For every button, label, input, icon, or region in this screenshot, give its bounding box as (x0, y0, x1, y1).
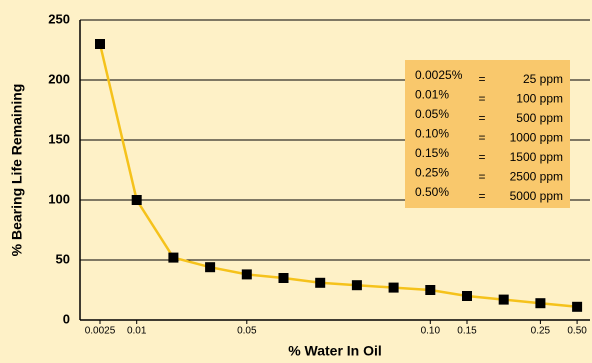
x-tick-label: 0.15 (457, 326, 477, 337)
y-tick-label: 200 (48, 71, 70, 86)
x-tick-label: 0.01 (127, 326, 147, 337)
y-tick-label: 50 (56, 251, 70, 266)
legend-label: 0.15% (415, 146, 449, 160)
marker (168, 252, 179, 263)
marker (535, 298, 546, 309)
marker (95, 39, 105, 49)
x-tick-label: 0.25 (531, 326, 551, 337)
marker (131, 195, 142, 205)
marker (351, 280, 362, 291)
marker (278, 273, 289, 283)
marker (205, 262, 216, 273)
y-tick-label: 100 (48, 191, 70, 206)
line (98, 43, 578, 309)
y-tick-label: 150 (48, 131, 70, 146)
x-tick-label: 0.10 (421, 326, 441, 337)
legend-ppm: 1500 ppm (510, 150, 563, 164)
marker (388, 282, 399, 293)
legend-label: 0.05% (415, 107, 449, 121)
y-axis-title: % Bearing Life Remaining (9, 84, 25, 257)
legend-label: 0.50% (415, 185, 449, 199)
legend-label: 0.25% (415, 166, 449, 180)
x-axis-title: % Water In Oil (288, 343, 382, 359)
x-tick-label: 0.05 (237, 326, 257, 337)
legend-ppm: 25 ppm (523, 72, 563, 86)
marker (498, 294, 509, 305)
legend-ppm: 2500 ppm (510, 170, 563, 184)
legend-eq: = (478, 131, 485, 145)
legend-label: 0.0025% (415, 68, 463, 82)
legend-ppm: 5000 ppm (510, 189, 563, 203)
legend-label: 0.10% (415, 127, 449, 141)
y-tick-label: 250 (48, 11, 70, 26)
marker (425, 285, 436, 295)
x-tick-label: 0.50 (567, 326, 587, 337)
legend-eq: = (478, 72, 485, 86)
legend-eq: = (478, 189, 485, 203)
legend-eq: = (478, 170, 485, 184)
x-tick-label: 0.0025 (85, 326, 116, 337)
legend-eq: = (478, 92, 485, 106)
legend-ppm: 1000 ppm (510, 131, 563, 145)
legend-eq: = (478, 150, 485, 164)
legend-label: 0.01% (415, 88, 449, 102)
marker (572, 301, 583, 312)
marker (462, 291, 472, 301)
y-tick-label: 0 (63, 311, 70, 326)
legend-ppm: 100 ppm (516, 92, 563, 106)
marker (315, 277, 326, 288)
legend-ppm: 500 ppm (516, 111, 563, 125)
marker (241, 269, 252, 280)
legend-eq: = (478, 111, 485, 125)
legend-box (405, 60, 570, 208)
